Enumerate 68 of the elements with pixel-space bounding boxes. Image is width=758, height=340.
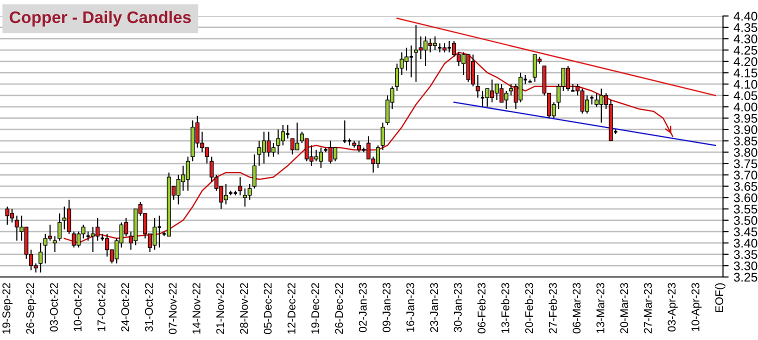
candlestick bbox=[252, 154, 256, 190]
x-tick-label: 03-Oct-22 bbox=[50, 283, 58, 332]
x-tick-label: 17-Oct-22 bbox=[97, 283, 106, 332]
x-tick-label: 26-Dec-22 bbox=[335, 283, 343, 334]
y-tick-label: 3.40 bbox=[734, 238, 758, 248]
y-tick-label: 3.75 bbox=[734, 159, 758, 168]
x-tick-label: EOF() bbox=[714, 283, 726, 312]
x-tick-label: 24-Oct-22 bbox=[121, 283, 130, 332]
y-tick-label: 3.90 bbox=[734, 125, 758, 134]
y-tick-label: 4.00 bbox=[734, 102, 758, 112]
x-tick-label: 19-Dec-22 bbox=[311, 283, 320, 334]
y-tick-label: 3.50 bbox=[734, 216, 758, 225]
x-tick-label: 23-Jan-23 bbox=[430, 283, 438, 332]
candlestick bbox=[238, 176, 242, 196]
x-tick-label: 10-Oct-22 bbox=[74, 283, 82, 332]
candlestick bbox=[38, 242, 43, 274]
x-tick-label: 31-Oct-22 bbox=[145, 283, 153, 332]
y-tick-label: 3.35 bbox=[734, 250, 758, 259]
y-tick-label: 4.30 bbox=[734, 34, 758, 44]
candlestick bbox=[446, 40, 452, 53]
x-tick-label: 06-Feb-23 bbox=[477, 283, 486, 334]
candlestick bbox=[285, 124, 290, 140]
y-tick-label: 3.95 bbox=[734, 114, 758, 123]
x-tick-label: 06-Mar-23 bbox=[572, 283, 581, 334]
y-tick-label: 3.65 bbox=[734, 182, 758, 191]
y-tick-label: 4.35 bbox=[734, 23, 758, 32]
x-tick-label: 26-Sep-22 bbox=[26, 283, 36, 334]
x-tick-label: 10-Apr-23 bbox=[692, 283, 702, 332]
x-tick-label: 09-Jan-23 bbox=[382, 283, 390, 332]
x-tick-label: 20-Mar-23 bbox=[620, 283, 628, 334]
chart-title: Copper - Daily Candles bbox=[10, 10, 191, 26]
x-tick-label: 12-Dec-22 bbox=[288, 283, 296, 334]
candlestick bbox=[476, 74, 480, 98]
y-tick-label: 4.15 bbox=[734, 68, 758, 78]
y-tick-label: 4.40 bbox=[734, 12, 758, 21]
candlestick bbox=[408, 44, 414, 78]
x-tick-label: 30-Jan-23 bbox=[454, 283, 462, 332]
y-tick-label: 3.30 bbox=[734, 261, 758, 270]
candlestick bbox=[342, 120, 348, 144]
x-tick-label: 20-Feb-23 bbox=[524, 283, 534, 334]
y-tick-label: 4.20 bbox=[734, 57, 758, 66]
y-tick-label: 3.60 bbox=[734, 193, 758, 202]
x-tick-label: 02-Jan-23 bbox=[358, 283, 367, 332]
x-tick-label: 13-Feb-23 bbox=[501, 283, 510, 333]
y-tick-label: 3.85 bbox=[734, 136, 758, 146]
x-tick-label: 21-Nov-22 bbox=[216, 283, 224, 334]
candlestick bbox=[380, 122, 385, 150]
candlestick bbox=[437, 42, 442, 53]
y-tick-label: 4.25 bbox=[734, 46, 758, 55]
y-tick-label: 3.70 bbox=[734, 170, 758, 180]
y-tick-label: 3.45 bbox=[734, 227, 758, 236]
x-tick-label: 16-Jan-23 bbox=[406, 283, 414, 332]
x-tick-label: 14-Nov-22 bbox=[192, 283, 200, 334]
y-tick-label: 4.10 bbox=[734, 80, 758, 89]
y-tick-label: 3.55 bbox=[734, 204, 758, 214]
x-tick-label: 13-Mar-23 bbox=[596, 283, 604, 333]
candlestick bbox=[52, 236, 57, 253]
y-tick-label: 4.05 bbox=[734, 91, 758, 100]
x-tick-label: 03-Apr-23 bbox=[668, 283, 678, 332]
x-tick-label: 19-Sep-22 bbox=[2, 283, 12, 334]
y-tick-label: 3.25 bbox=[734, 272, 758, 282]
y-tick-label: 3.80 bbox=[734, 148, 758, 157]
x-tick-label: 28-Nov-22 bbox=[240, 283, 248, 334]
candlestick bbox=[58, 212, 62, 242]
x-tick-label: 27-Feb-23 bbox=[548, 283, 557, 334]
x-tick-label: 27-Mar-23 bbox=[644, 283, 652, 334]
x-tick-label: 07-Nov-22 bbox=[168, 283, 177, 334]
x-tick-label: 05-Dec-22 bbox=[264, 283, 272, 334]
